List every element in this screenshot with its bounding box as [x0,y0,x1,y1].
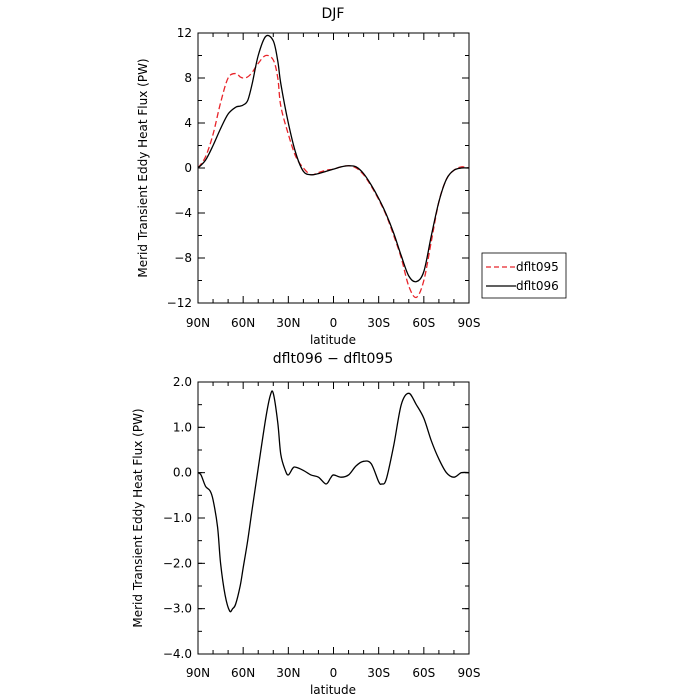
bottom-chart-title: dflt096 − dflt095 [273,351,393,367]
bottom-x-tick-label: 90S [458,666,481,680]
top-chart: DJF 12 8 4 0 −4 −8 −12 90N 60N 30N 0 30S 60S 90S lat… [136,6,567,347]
top-y-tick-label: 0 [184,161,192,175]
top-series-line-dflt096 [197,34,470,283]
top-x-tick-label: 60S [412,316,435,330]
legend-label-dflt096: dflt096 [516,279,559,293]
bottom-y-tick-label: −3.0 [163,602,192,616]
top-chart-title: DJF [322,6,345,22]
legend-label-dflt095: dflt095 [516,260,559,274]
top-x-tick-label: 90N [186,316,210,330]
bottom-x-axis-label: latitude [310,683,356,697]
bottom-x-ticks: 90N 60N 30N 0 30S 60S 90S [186,382,481,680]
top-x-tick-label: 90S [458,316,481,330]
top-y-tick-label: 4 [184,116,192,130]
top-y-tick-label: −4 [174,206,192,220]
top-x-tick-label: 0 [330,316,338,330]
bottom-y-tick-label: −2.0 [163,556,192,570]
bottom-y-tick-label: 0.0 [173,466,192,480]
top-x-tick-label: 30N [276,316,300,330]
top-y-tick-label: −12 [167,296,192,310]
top-series [197,34,470,299]
bottom-y-ticks: 2.0 1.0 0.0 −1.0 −2.0 −3.0 −4.0 [163,375,469,661]
top-y-tick-label: −8 [174,251,192,265]
top-x-axis-label: latitude [310,333,356,347]
top-series-line-dflt095 [197,54,470,299]
top-x-tick-label: 60N [231,316,255,330]
bottom-x-tick-label: 90N [186,666,210,680]
bottom-x-tick-label: 30N [276,666,300,680]
top-plot-frame [197,32,470,304]
top-y-tick-label: 12 [177,26,192,40]
top-y-axis-label: Merid Transient Eddy Heat Flux (PW) [136,58,150,277]
bottom-plot-frame [197,381,470,655]
bottom-x-tick-label: 0 [330,666,338,680]
bottom-x-tick-label: 60N [231,666,255,680]
bottom-x-tick-label: 60S [412,666,435,680]
legend-box [481,252,567,299]
top-y-ticks: 12 8 4 0 −4 −8 −12 [167,26,469,310]
top-x-tick-label: 30S [367,316,390,330]
bottom-series-line-diff-0 [197,390,470,613]
bottom-x-tick-label: 30S [367,666,390,680]
bottom-y-tick-label: −1.0 [163,511,192,525]
legend: dflt095 dflt096 [481,252,567,299]
top-y-tick-label: 8 [184,71,192,85]
bottom-y-axis-label: Merid Transient Eddy Heat Flux (PW) [131,408,145,627]
bottom-series [197,390,470,613]
bottom-y-tick-label: 2.0 [173,375,192,389]
top-x-ticks: 90N 60N 30N 0 30S 60S 90S [186,33,481,330]
bottom-chart: dflt096 − dflt095 2.0 1.0 0.0 −1.0 −2.0 −3.0 −… [131,351,480,697]
bottom-y-tick-label: 1.0 [173,420,192,434]
bottom-y-tick-label: −4.0 [163,647,192,661]
